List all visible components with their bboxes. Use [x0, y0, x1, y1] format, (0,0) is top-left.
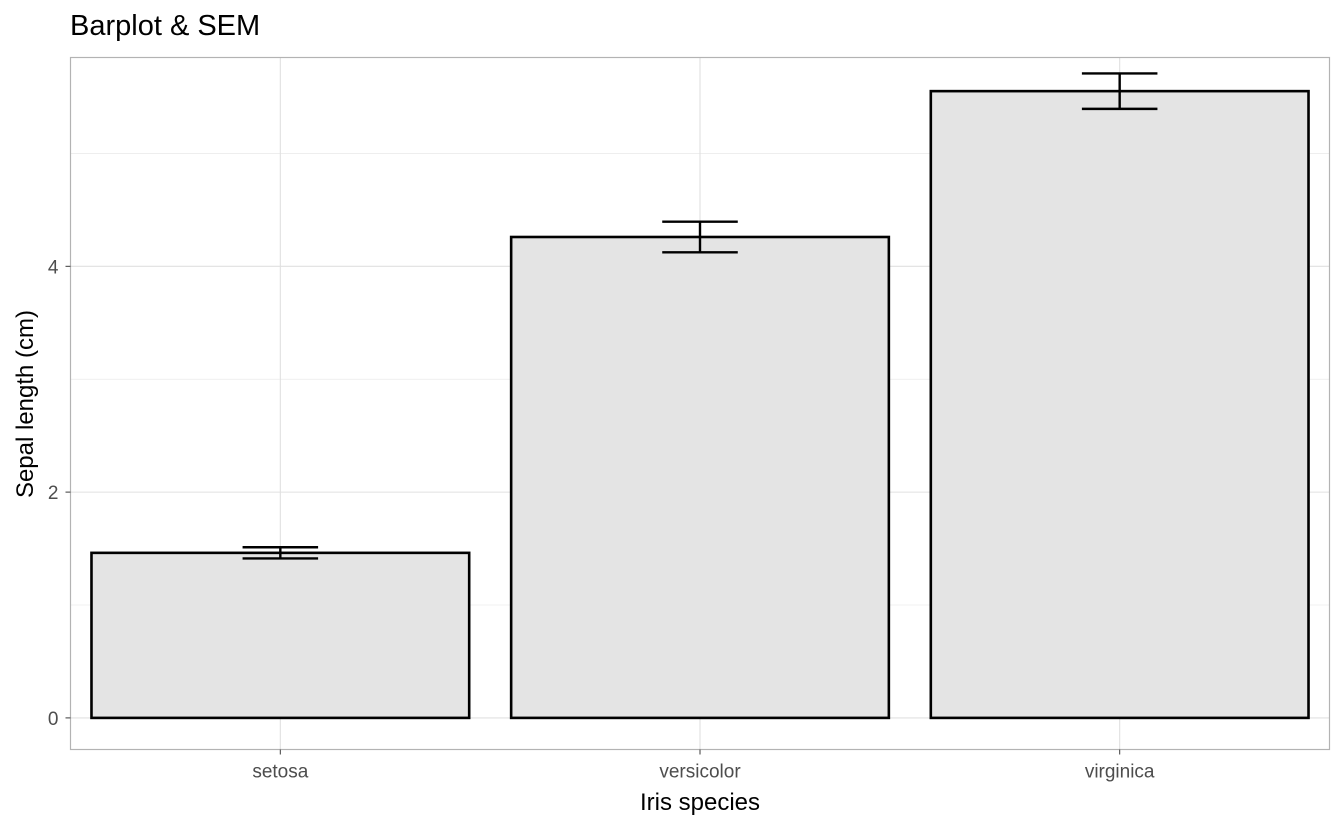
error-bars: [242, 72, 1158, 560]
bar-versicolor: [509, 235, 891, 720]
x-tick-label-setosa: setosa: [252, 762, 308, 783]
y-axis-title: Sepal length (cm): [12, 310, 39, 498]
error-bar-versicolor: [662, 220, 738, 254]
chart-title: Barplot & SEM: [70, 10, 260, 42]
x-axis: setosa versicolor virginica: [252, 749, 1155, 783]
x-tick-label-virginica: virginica: [1085, 762, 1155, 783]
y-tick-label: 2: [48, 483, 59, 504]
bars: [90, 89, 1310, 720]
y-axis: 0 2 4: [48, 257, 71, 730]
y-tick-label: 4: [48, 257, 59, 278]
bar-setosa: [90, 551, 471, 720]
error-bar-setosa: [242, 546, 319, 560]
x-axis-title: Iris species: [640, 789, 760, 816]
bar-virginica: [929, 89, 1310, 720]
x-tick-label-versicolor: versicolor: [659, 762, 741, 783]
y-tick-label: 0: [48, 709, 59, 730]
error-bar-virginica: [1081, 72, 1158, 111]
